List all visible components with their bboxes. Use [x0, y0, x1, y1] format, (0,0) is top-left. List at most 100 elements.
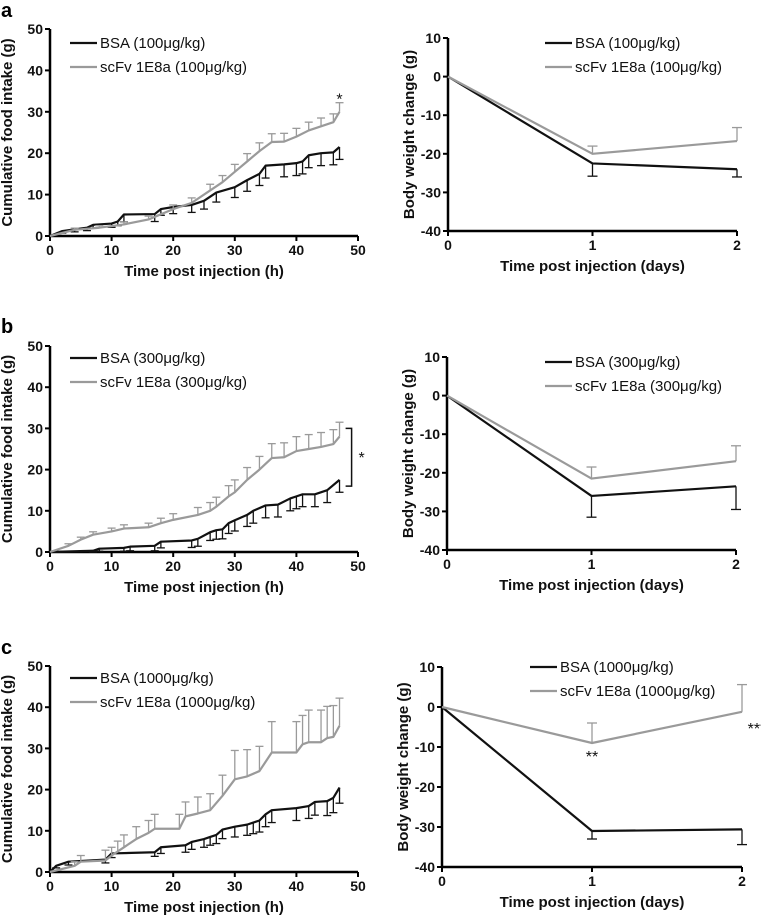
y-axis-title: Body weight change (g): [400, 369, 417, 538]
x-tick-label: 10: [104, 878, 120, 894]
series-line: [49, 435, 341, 554]
significance-bracket: [345, 427, 353, 487]
significance-marker: **: [586, 749, 598, 766]
x-tick-label: 50: [350, 558, 366, 574]
legend-label: scFv 1E8a (300μg/kg): [575, 378, 722, 395]
legend-label: scFv 1E8a (100μg/kg): [575, 59, 722, 76]
y-tick-label: -40: [415, 859, 435, 875]
y-axis-title: Body weight change (g): [395, 682, 412, 851]
series-scfv: [447, 75, 742, 155]
x-tick-label: 1: [588, 873, 596, 889]
y-tick-label: 0: [427, 699, 435, 715]
y-tick-label: -20: [421, 146, 441, 162]
series-line: [441, 706, 743, 833]
y-tick-label: 0: [432, 388, 440, 404]
series-line: [49, 786, 341, 873]
series-scfv: [49, 102, 344, 238]
x-tick-label: 10: [104, 242, 120, 258]
x-axis-title: Time post injection (days): [500, 894, 685, 911]
y-tick-label: 0: [433, 69, 441, 85]
y-tick-label: 50: [27, 338, 43, 354]
series-bsa: [447, 75, 742, 178]
x-tick-label: 0: [46, 242, 54, 258]
x-tick-label: 40: [289, 878, 305, 894]
y-tick-label: -30: [421, 184, 441, 200]
x-axis-title: Time post injection (h): [124, 899, 284, 916]
y-tick-label: 0: [35, 544, 43, 560]
y-tick-label: 40: [27, 699, 43, 715]
x-tick-label: 2: [733, 237, 741, 253]
y-tick-label: 20: [27, 462, 43, 478]
chart-a-food-intake: 0 10 20 30 40 50 0 10 20 30 40 50 Time post injectio…: [0, 21, 366, 280]
y-tick-label: 10: [419, 659, 435, 675]
y-tick-label: -10: [415, 739, 435, 755]
legend-label: scFv 1E8a (100μg/kg): [100, 59, 247, 76]
y-tick-label: 30: [27, 104, 43, 120]
x-tick-label: 1: [588, 556, 596, 572]
y-tick-label: 30: [27, 420, 43, 436]
series-line: [49, 725, 341, 874]
y-tick-label: -20: [415, 779, 435, 795]
x-tick-label: 0: [46, 878, 54, 894]
legend-label: BSA (100μg/kg): [100, 35, 205, 52]
x-tick-label: 0: [444, 237, 452, 253]
series-line: [446, 394, 737, 498]
y-tick-label: 10: [27, 823, 43, 839]
y-tick-label: 30: [27, 740, 43, 756]
chart-c-body-weight: 0 1 2 10 0 -10 -20 -30 -40 Time post injection (d…: [395, 659, 761, 911]
series-line: [447, 75, 738, 155]
y-tick-label: 20: [27, 782, 43, 798]
series-bsa: [49, 786, 344, 873]
chart-b-food-intake: 0 10 20 30 40 50 0 10 20 30 40 50 Time post injectio…: [0, 338, 366, 596]
y-axis-title: Cumulative food intake (g): [0, 675, 16, 863]
x-tick-label: 0: [438, 873, 446, 889]
y-tick-label: -30: [420, 503, 440, 519]
x-tick-label: 50: [350, 242, 366, 258]
series-bsa: [49, 146, 344, 238]
y-tick-label: 10: [425, 30, 441, 46]
y-tick-label: -10: [421, 107, 441, 123]
y-tick-label: 40: [27, 62, 43, 78]
series-line: [447, 75, 738, 171]
legend-label: BSA (300μg/kg): [100, 350, 205, 367]
series-scfv: [441, 683, 747, 745]
chart-c-food-intake: 0 10 20 30 40 50 0 10 20 30 40 50 Time post injectio…: [0, 658, 366, 916]
y-tick-label: 50: [27, 21, 43, 37]
chart-b-body-weight: 0 1 2 10 0 -10 -20 -30 -40 Time post injection (d…: [400, 349, 741, 594]
series-scfv: [49, 697, 344, 874]
x-tick-label: 10: [104, 558, 120, 574]
x-tick-label: 1: [589, 237, 597, 253]
series-line: [446, 394, 737, 480]
x-tick-label: 2: [738, 873, 746, 889]
x-tick-label: 30: [227, 558, 243, 574]
significance-marker: *: [336, 91, 342, 108]
series-scfv: [49, 421, 344, 554]
x-axis-title: Time post injection (days): [500, 258, 685, 275]
legend-label: scFv 1E8a (1000μg/kg): [560, 683, 715, 700]
legend-label: scFv 1E8a (300μg/kg): [100, 374, 247, 391]
x-axis-title: Time post injection (days): [499, 577, 684, 594]
series-line: [49, 111, 341, 238]
y-tick-label: 10: [27, 187, 43, 203]
series-line: [441, 705, 743, 745]
legend-label: BSA (300μg/kg): [575, 354, 680, 371]
series-bsa: [441, 706, 747, 846]
panel-label-a: a: [1, 0, 13, 22]
x-tick-label: 20: [165, 242, 181, 258]
x-tick-label: 0: [443, 556, 451, 572]
y-tick-label: -40: [421, 223, 441, 239]
legend-label: BSA (1000μg/kg): [100, 670, 214, 687]
series-line: [49, 146, 341, 238]
x-tick-label: 20: [165, 878, 181, 894]
significance-marker: ***: [748, 721, 761, 738]
panel-label-b: b: [1, 316, 13, 338]
x-axis-title: Time post injection (h): [124, 579, 284, 596]
y-axis-title: Cumulative food intake (g): [0, 355, 16, 543]
y-axis-title: Cumulative food intake (g): [0, 38, 16, 226]
series-line: [49, 479, 341, 554]
x-tick-label: 40: [289, 558, 305, 574]
legend-label: scFv 1E8a (1000μg/kg): [100, 694, 255, 711]
x-tick-label: 30: [227, 878, 243, 894]
x-tick-label: 2: [732, 556, 740, 572]
